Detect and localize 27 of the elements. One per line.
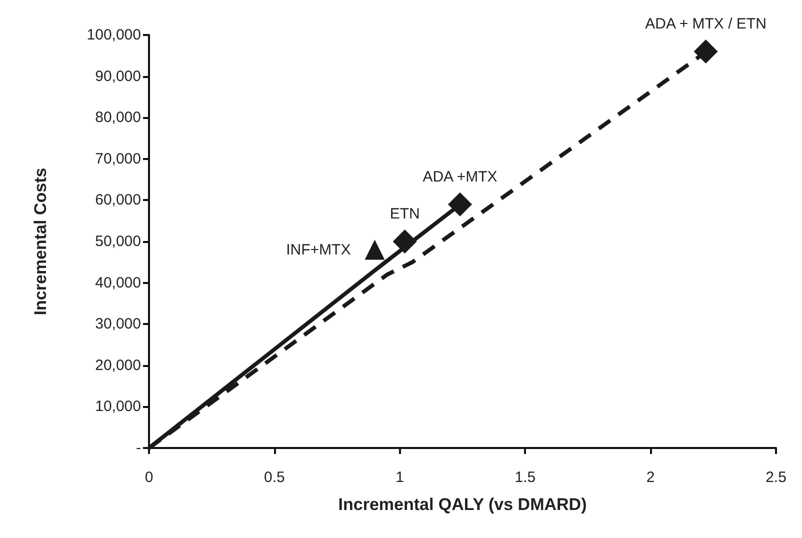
x-tick-label: 1.5 (514, 469, 536, 486)
y-tick-label: 40,000 (95, 274, 141, 292)
point (364, 240, 385, 260)
x-tick-label: 2 (646, 469, 655, 486)
y-tick-label: 50,000 (95, 233, 141, 250)
y-tick-label: - (136, 440, 141, 456)
y-tick-label: 90,000 (95, 68, 141, 85)
y-tick-label: 100,000 (86, 26, 141, 44)
y-tick-label: 10,000 (95, 398, 141, 416)
y-tick-label: 80,000 (95, 109, 141, 126)
series-label: ETN (390, 206, 420, 222)
x-axis-title: Incremental QALY (vs DMARD) (338, 495, 587, 514)
series-label: ADA +MTX (422, 168, 498, 186)
x-tick-label: 0 (144, 469, 154, 486)
x-tick-label: 0.5 (264, 469, 285, 486)
y-tick-label: 30,000 (95, 316, 141, 333)
point (392, 230, 417, 254)
y-tick-label: 20,000 (95, 356, 141, 374)
series-label: ADA + MTX / ETN (645, 16, 766, 33)
y-axis-title: Incremental Costs (31, 168, 50, 316)
x-tick-label: 2.5 (766, 469, 786, 486)
point (448, 192, 472, 216)
y-tick-label: 70,000 (95, 150, 141, 168)
point (694, 40, 718, 64)
x-tick-label: 1 (396, 469, 404, 486)
y-tick-label: 60,000 (95, 192, 141, 209)
series-label: INF+MTX (286, 241, 351, 258)
